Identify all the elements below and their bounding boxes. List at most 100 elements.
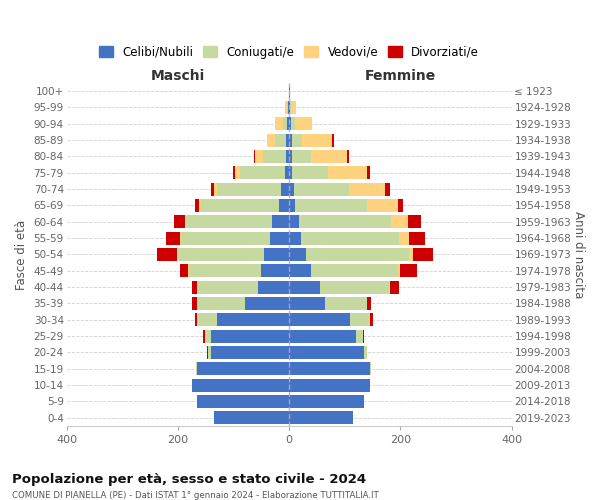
Bar <box>269 232 289 244</box>
Bar <box>311 264 398 277</box>
Bar <box>192 297 197 310</box>
Bar <box>292 101 296 114</box>
Bar <box>292 166 328 179</box>
Bar <box>398 264 400 277</box>
Bar <box>370 362 371 375</box>
Y-axis label: Fasce di età: Fasce di età <box>15 220 28 290</box>
Bar <box>279 199 289 212</box>
Bar <box>287 101 288 114</box>
Bar <box>185 216 186 228</box>
Bar <box>196 362 197 375</box>
Bar <box>166 232 179 244</box>
Bar <box>157 248 177 261</box>
Bar <box>261 264 289 277</box>
Bar <box>284 166 289 179</box>
Bar <box>189 264 261 277</box>
Bar <box>328 166 367 179</box>
Bar <box>389 281 391 293</box>
Bar <box>177 248 178 261</box>
Bar <box>286 150 289 163</box>
Bar <box>398 232 409 244</box>
Text: Femmine: Femmine <box>365 69 436 83</box>
Bar <box>289 150 292 163</box>
Bar <box>288 101 289 114</box>
Bar <box>259 281 289 293</box>
Bar <box>281 183 289 196</box>
Bar <box>214 412 289 424</box>
Bar <box>289 281 320 293</box>
Bar <box>289 118 291 130</box>
Bar <box>325 297 367 310</box>
Bar <box>267 134 275 146</box>
Bar <box>293 183 349 196</box>
Bar <box>289 134 292 146</box>
Bar <box>385 183 390 196</box>
Bar <box>409 232 425 244</box>
Text: Popolazione per età, sesso e stato civile - 2024: Popolazione per età, sesso e stato civil… <box>12 472 366 486</box>
Bar <box>211 330 289 342</box>
Bar <box>289 412 353 424</box>
Bar <box>311 150 347 163</box>
Bar <box>292 134 302 146</box>
Bar <box>275 134 286 146</box>
Bar <box>197 314 217 326</box>
Text: Maschi: Maschi <box>151 69 205 83</box>
Bar <box>289 183 293 196</box>
Bar <box>350 314 370 326</box>
Bar <box>398 199 403 212</box>
Bar <box>180 264 188 277</box>
Bar <box>289 248 306 261</box>
Bar <box>295 118 312 130</box>
Bar <box>349 183 385 196</box>
Bar <box>240 166 284 179</box>
Bar <box>197 297 245 310</box>
Bar <box>391 281 398 293</box>
Bar <box>178 248 264 261</box>
Bar <box>290 101 292 114</box>
Bar <box>289 314 350 326</box>
Bar <box>192 379 289 392</box>
Bar <box>217 183 281 196</box>
Bar <box>347 150 349 163</box>
Bar <box>203 330 205 342</box>
Bar <box>289 264 311 277</box>
Bar <box>254 150 255 163</box>
Bar <box>179 232 181 244</box>
Bar <box>289 232 301 244</box>
Bar <box>289 379 370 392</box>
Bar <box>320 281 389 293</box>
Bar <box>194 314 197 326</box>
Bar <box>362 330 364 342</box>
Bar <box>302 134 332 146</box>
Bar <box>214 183 217 196</box>
Bar <box>295 199 367 212</box>
Bar <box>289 101 290 114</box>
Bar <box>275 118 283 130</box>
Bar <box>289 166 292 179</box>
Bar <box>364 346 367 359</box>
Bar <box>199 199 201 212</box>
Bar <box>194 199 199 212</box>
Bar <box>289 297 325 310</box>
Bar <box>367 199 398 212</box>
Bar <box>356 330 362 342</box>
Legend: Celibi/Nubili, Coniugati/e, Vedovi/e, Divorziati/e: Celibi/Nubili, Coniugati/e, Vedovi/e, Di… <box>94 41 484 64</box>
Bar <box>263 150 286 163</box>
Bar <box>245 297 289 310</box>
Bar <box>332 134 334 146</box>
Bar <box>286 134 289 146</box>
Bar <box>233 166 235 179</box>
Bar <box>217 314 289 326</box>
Bar <box>289 346 364 359</box>
Bar <box>272 216 289 228</box>
Bar <box>283 118 287 130</box>
Bar <box>391 216 407 228</box>
Bar <box>407 216 421 228</box>
Bar <box>299 216 391 228</box>
Bar <box>186 216 272 228</box>
Bar <box>192 281 197 293</box>
Bar <box>289 216 299 228</box>
Bar <box>289 330 356 342</box>
Bar <box>409 248 413 261</box>
Bar <box>289 362 370 375</box>
